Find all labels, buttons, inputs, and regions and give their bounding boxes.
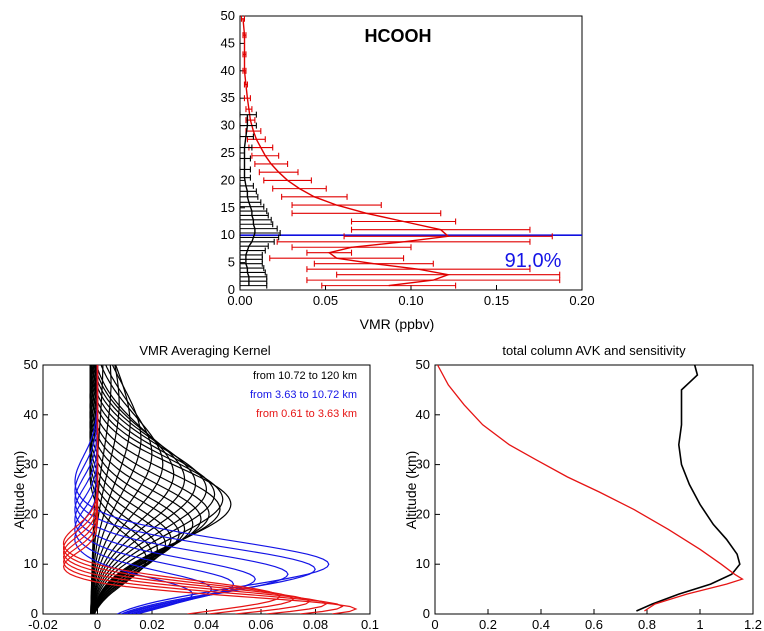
column-xtick-label: 1 (696, 617, 703, 631)
profile-ytick-label: 0 (228, 282, 235, 297)
kernel-ytick-label: 0 (31, 606, 38, 621)
profile-title: HCOOH (365, 26, 432, 46)
column-ytick-label: 40 (416, 407, 430, 422)
column-ylabel: Altitude (km) (403, 451, 419, 530)
profile-ytick-label: 30 (221, 118, 235, 133)
kernel-line (89, 365, 224, 614)
profile-xlabel: VMR (ppbv) (360, 316, 435, 332)
profile-series-1 (239, 111, 281, 289)
kernel-line (89, 365, 202, 614)
sensitivity-annotation: 91.0% (505, 250, 562, 272)
column-ytick-label: 30 (416, 457, 430, 472)
kernel-xtick-label: 0 (94, 617, 101, 631)
column-xtick-label: 1.2 (744, 617, 762, 631)
kernel-xtick-label: 0.02 (139, 617, 164, 631)
kernel-title: VMR Averaging Kernel (139, 343, 270, 358)
profile-line (243, 114, 256, 286)
kernel-line (90, 365, 216, 614)
column-xtick-label: 0 (431, 617, 438, 631)
kernel-line (90, 365, 164, 614)
profile-ytick-label: 35 (221, 90, 235, 105)
column-xtick-label: 0.6 (585, 617, 603, 631)
column-line-0 (636, 364, 741, 612)
kernel-xtick-label: -0.02 (28, 617, 58, 631)
column-xtick-label: 0.8 (638, 617, 656, 631)
column-ytick-label: 50 (416, 357, 430, 372)
column-axes: 0 0.2 0.4 0.6 0.8 1 1.2 0 10 20 30 40 50 (416, 357, 763, 631)
kernel-legend-entry: from 10.72 to 120 km (253, 370, 357, 382)
profile-ytick-label: 50 (221, 8, 235, 23)
kernel-ytick-label: 30 (24, 457, 38, 472)
column-ytick-label: 10 (416, 556, 430, 571)
kernel-line (62, 365, 281, 614)
profile-axes: 0.00 0.05 0.10 0.15 0.20 0 5 10 15 20 25 30 35 40 45 50 (221, 8, 595, 308)
profile-ytick-label: 25 (221, 145, 235, 160)
profile-ytick-label: 5 (228, 255, 235, 270)
column-ytick-label: 20 (416, 506, 430, 521)
profile-ytick-label: 20 (221, 172, 235, 187)
kernel-lines (62, 365, 358, 614)
kernel-xtick-label: 0.08 (303, 617, 328, 631)
kernel-ytick-label: 40 (24, 407, 38, 422)
column-xtick-label: 0.2 (479, 617, 497, 631)
kernel-line (91, 365, 208, 614)
profile-ytick-label: 15 (221, 200, 235, 215)
kernel-xtick-label: 0.04 (194, 617, 219, 631)
profile-series-0 (240, 15, 561, 289)
column-xtick-label: 0.4 (532, 617, 550, 631)
profile-line (242, 18, 451, 287)
kernel-xtick-label: 0.1 (361, 617, 379, 631)
kernel-line (90, 365, 142, 614)
profile-ytick-label: 10 (221, 227, 235, 242)
column-ytick-label: 0 (423, 606, 430, 621)
profile-ytick-label: 45 (221, 35, 235, 50)
column-line-1 (437, 364, 744, 612)
profile-xtick-label: 0.20 (569, 293, 594, 308)
profile-ytick-label: 40 (221, 63, 235, 78)
kernel-ytick-label: 10 (24, 556, 38, 571)
profile-xtick-label: 0.15 (484, 293, 509, 308)
kernel-ytick-label: 20 (24, 506, 38, 521)
profile-xtick-label: 0.10 (398, 293, 423, 308)
profile-xtick-label: 0.00 (227, 293, 252, 308)
kernel-ytick-label: 50 (24, 357, 38, 372)
kernel-xtick-label: 0.06 (248, 617, 273, 631)
kernel-legend-entry: from 3.63 to 10.72 km (250, 389, 357, 401)
kernel-ylabel: Altitude (km) (11, 451, 27, 530)
kernel-line (90, 365, 104, 614)
kernel-line (90, 365, 153, 614)
kernel-legend-entry: from 0.61 to 3.63 km (256, 408, 357, 420)
kernel-line (90, 365, 131, 614)
profile-xtick-label: 0.05 (313, 293, 338, 308)
column-title: total column AVK and sensitivity (502, 343, 686, 358)
